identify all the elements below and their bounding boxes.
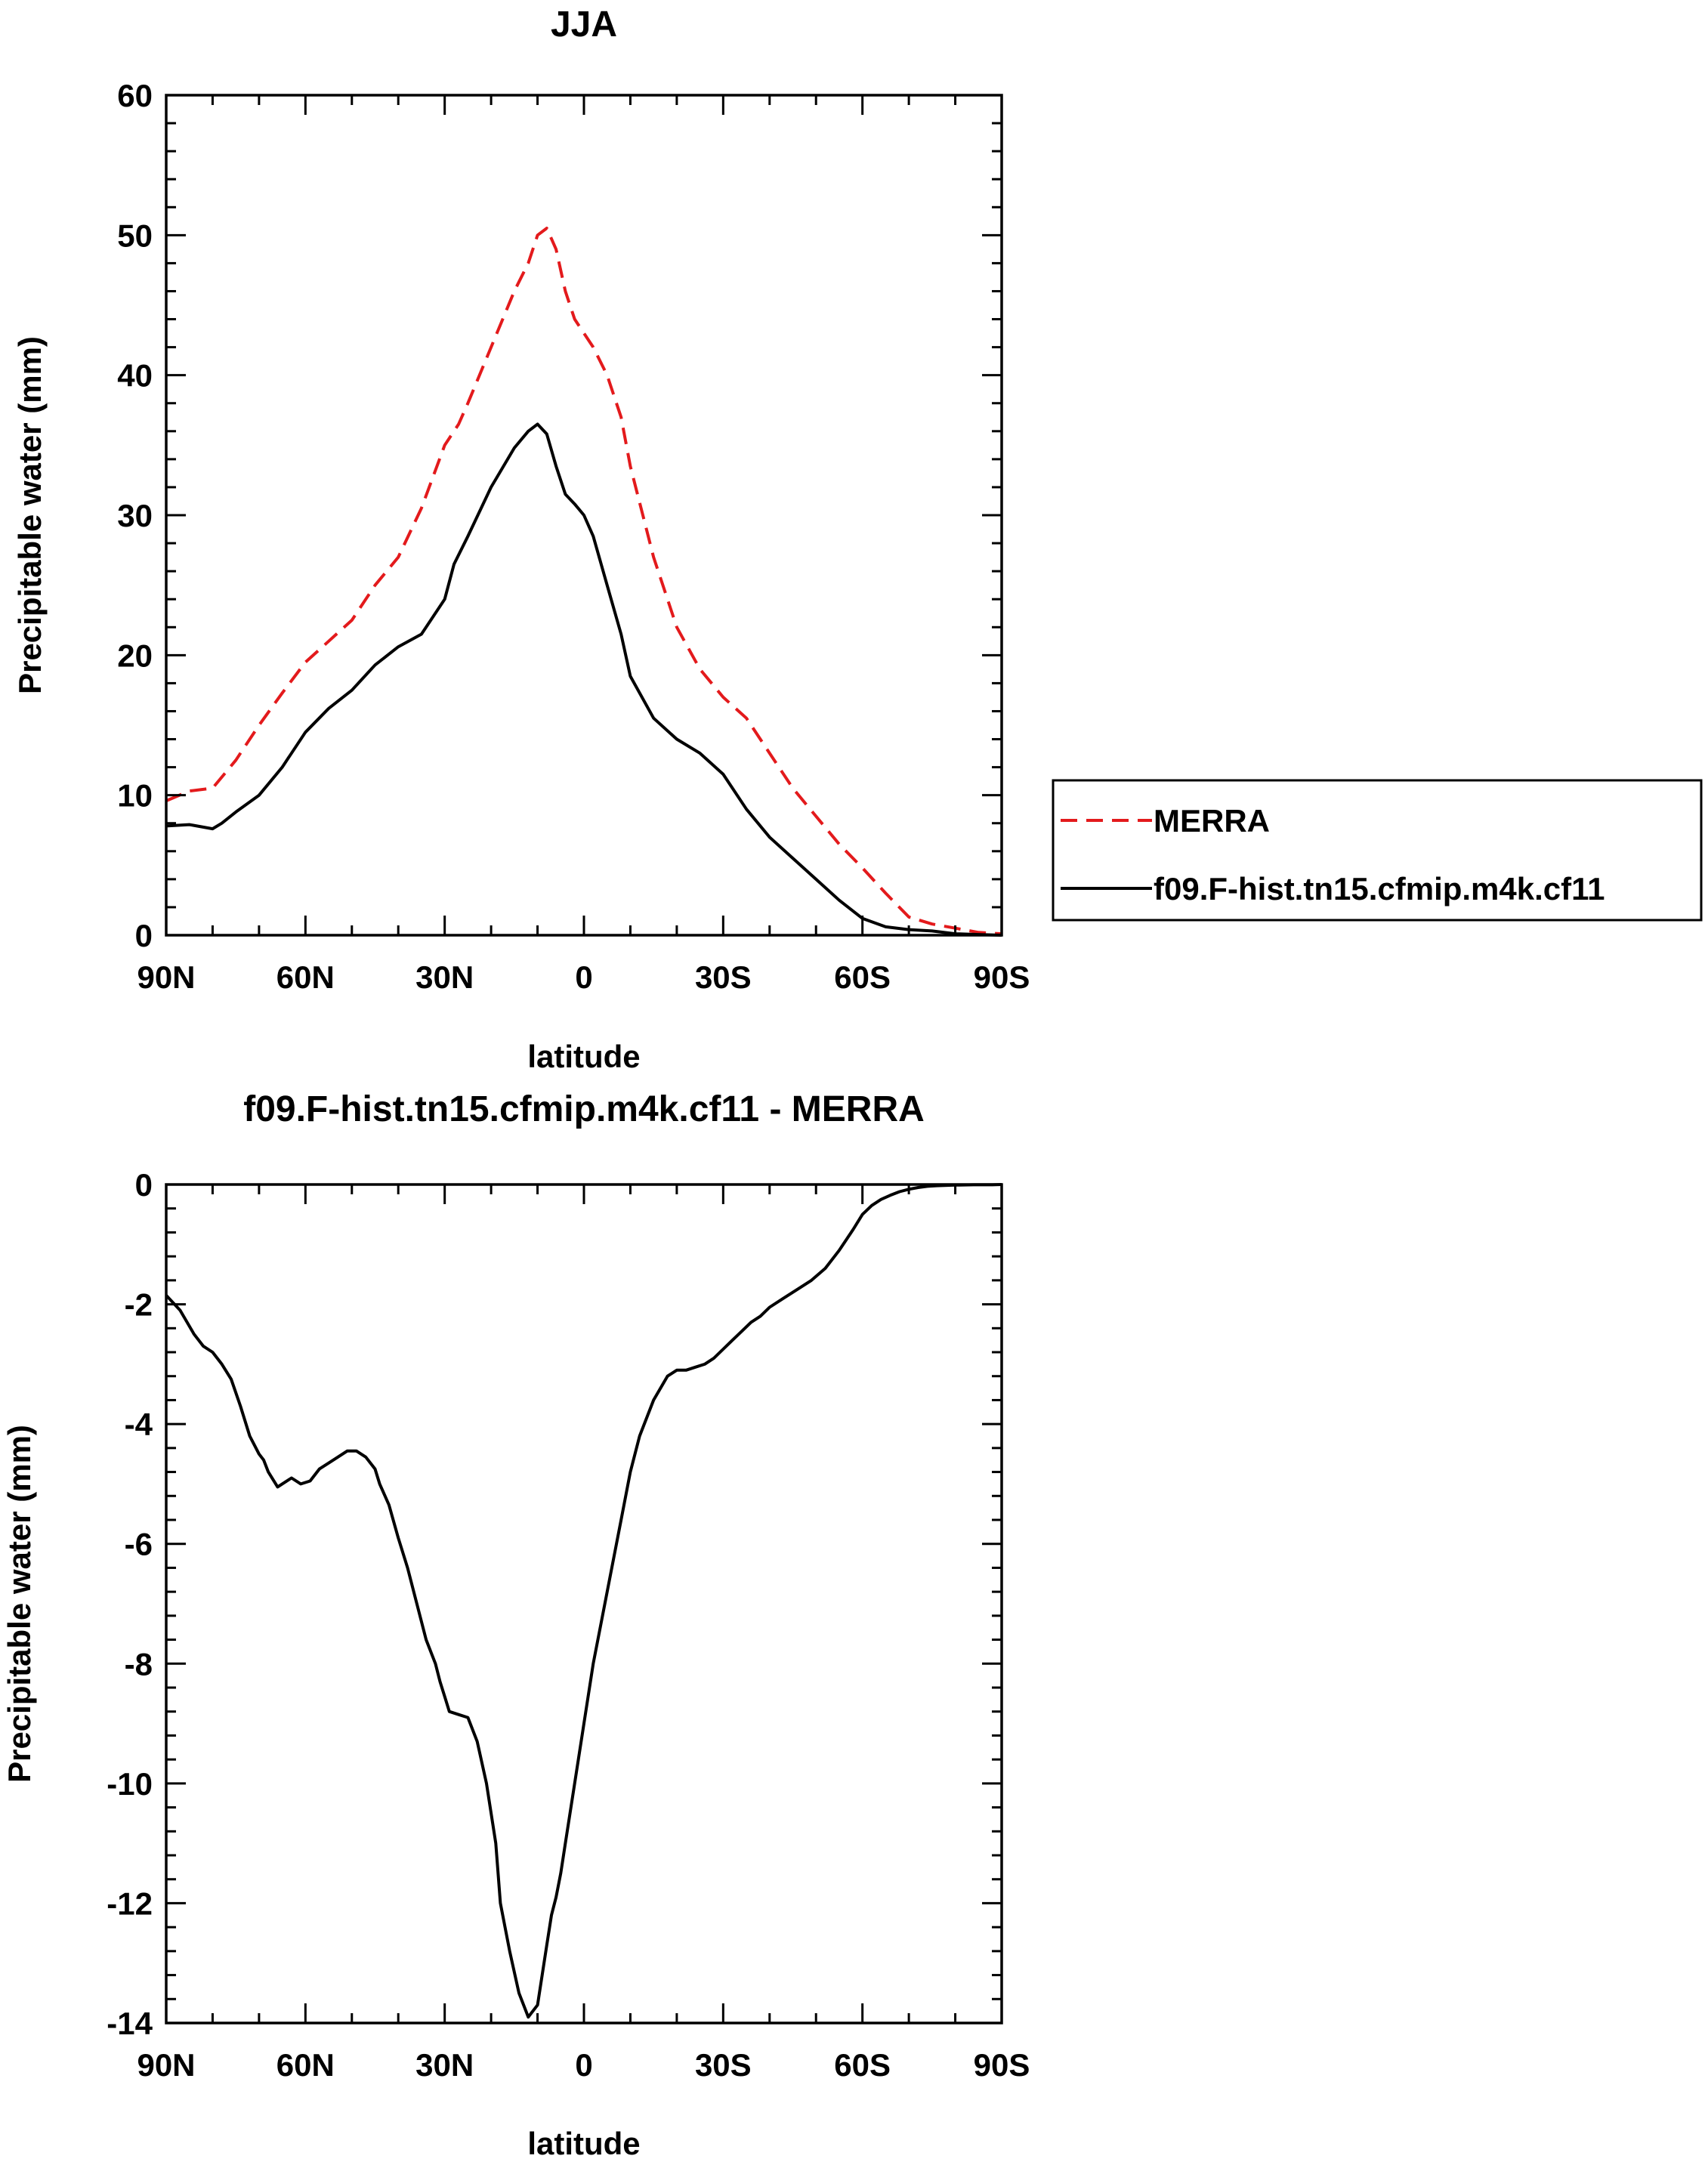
bottom-ytick-label: -4 — [125, 1407, 153, 1442]
top-chart-ylabel: Precipitable water (mm) — [12, 336, 48, 694]
bottom-xtick-label: 60S — [834, 2047, 891, 2083]
bottom-chart-xlabel: latitude — [527, 2126, 640, 2161]
bottom-ytick-label: -6 — [125, 1527, 153, 1562]
top-ytick-label: 40 — [117, 358, 153, 394]
bottom-xtick-label: 0 — [575, 2047, 592, 2083]
bottom-xtick-label: 30N — [415, 2047, 474, 2083]
legend-label-merra: MERRA — [1154, 803, 1270, 839]
top-xtick-label: 30N — [415, 959, 474, 995]
top-ytick-label: 0 — [135, 918, 153, 953]
top-chart: JJA 0 10 20 30 40 50 60 90N 60N 30N 0 30S 60S 90S lat… — [12, 5, 1030, 1074]
bottom-xtick-label: 90N — [137, 2047, 195, 2083]
top-chart-ticks: 0 10 20 30 40 50 60 90N 60N 30N 0 30S 60S 90S — [117, 78, 1030, 995]
top-ytick-label: 20 — [117, 638, 153, 673]
top-series-line-1 — [165, 422, 1002, 937]
bottom-xtick-label: 90S — [974, 2047, 1030, 2083]
bottom-chart-frame — [165, 1183, 1003, 2025]
bottom-chart-ticks: -14 -12 -10 -8 -6 -4 -2 0 90N 60N 30N 0 30S 60S 90S — [107, 1167, 1030, 2083]
bottom-ytick-label: -12 — [107, 1886, 153, 1921]
top-chart-series — [165, 227, 1002, 937]
top-ytick-label: 50 — [117, 218, 153, 253]
bottom-xtick-label: 30S — [695, 2047, 752, 2083]
bottom-chart-ylabel: Precipitable water (mm) — [2, 1425, 37, 1783]
bottom-chart-title: f09.F-hist.tn15.cfmip.m4k.cf11 - MERRA — [243, 1089, 925, 1129]
bottom-ytick-label: -2 — [125, 1287, 153, 1323]
bottom-chart-series — [165, 1183, 1002, 2019]
bottom-series-line-0 — [165, 1183, 1002, 2019]
top-series-line-0 — [165, 227, 1002, 936]
bottom-ytick-label: -14 — [107, 2006, 153, 2041]
legend-label-model: f09.F-hist.tn15.cfmip.m4k.cf11 — [1154, 871, 1605, 906]
legend-box — [1052, 779, 1703, 922]
bottom-chart: f09.F-hist.tn15.cfmip.m4k.cf11 - MERRA -… — [2, 1089, 1030, 2161]
top-xtick-label: 30S — [695, 959, 752, 995]
bottom-ytick-label: -10 — [107, 1766, 153, 1802]
bottom-xtick-label: 60N — [276, 2047, 335, 2083]
top-chart-xlabel: latitude — [527, 1039, 640, 1074]
top-xtick-label: 60N — [276, 959, 335, 995]
top-ytick-label: 60 — [117, 78, 153, 113]
bottom-ytick-label: 0 — [135, 1167, 153, 1203]
top-xtick-label: 90S — [974, 959, 1030, 995]
top-ytick-label: 10 — [117, 778, 153, 814]
top-xtick-label: 0 — [575, 959, 592, 995]
top-ytick-label: 30 — [117, 498, 153, 533]
bottom-ytick-label: -8 — [125, 1646, 153, 1682]
top-chart-title: JJA — [551, 5, 617, 45]
top-xtick-label: 90N — [137, 959, 195, 995]
legend: MERRA f09.F-hist.tn15.cfmip.m4k.cf11 — [1052, 779, 1703, 922]
top-xtick-label: 60S — [834, 959, 891, 995]
